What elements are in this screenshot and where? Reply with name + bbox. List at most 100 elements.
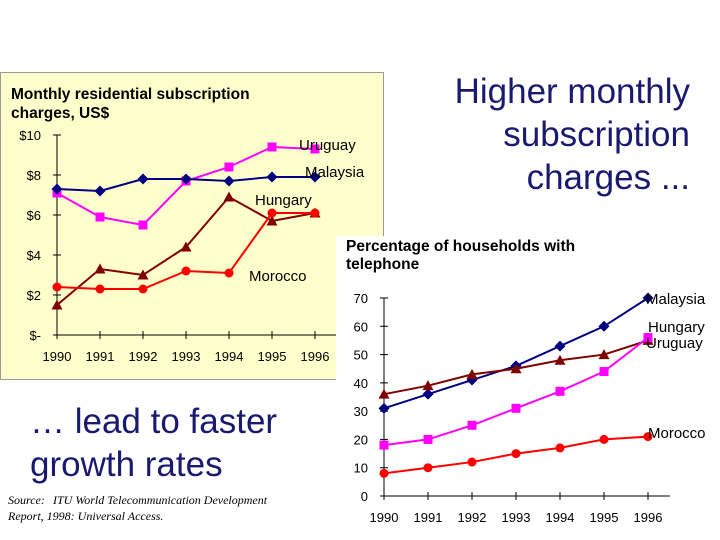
- x-tick-label: 1994: [215, 349, 244, 364]
- x-tick-label: 1992: [458, 510, 487, 525]
- data-point-malaysia: [598, 320, 610, 332]
- data-point-uruguay: [423, 434, 433, 444]
- series-label-malaysia: Malaysia: [305, 164, 365, 181]
- series-label-hungary: Hungary: [255, 192, 312, 209]
- y-tick-label: $10: [19, 128, 41, 143]
- x-tick-label: 1996: [634, 510, 663, 525]
- households-chart-panel: Percentage of households with telephone …: [336, 236, 720, 540]
- y-tick-label: 10: [354, 461, 368, 476]
- data-point-uruguay: [467, 420, 477, 430]
- data-point-uruguay: [643, 333, 653, 343]
- y-tick-label: 20: [354, 432, 368, 447]
- y-tick-label: 60: [354, 319, 368, 334]
- data-point-hungary: [180, 241, 192, 252]
- data-point-uruguay: [379, 440, 389, 450]
- data-point-morocco: [224, 268, 234, 278]
- data-point-malaysia: [554, 340, 566, 352]
- data-point-uruguay: [511, 403, 521, 413]
- x-tick-label: 1995: [590, 510, 619, 525]
- data-point-hungary: [51, 299, 63, 310]
- y-tick-label: 0: [361, 489, 368, 504]
- headline-line2: subscription: [503, 115, 690, 154]
- headline-line3: charges ...: [526, 158, 690, 197]
- y-tick-label: $-: [29, 328, 41, 343]
- series-label-hungary: Hungary: [648, 319, 705, 336]
- data-point-malaysia: [266, 171, 278, 183]
- y-tick-label: 50: [354, 348, 368, 363]
- lead-line2: growth rates: [30, 445, 223, 484]
- households-chart-title-line1: Percentage of households with: [346, 238, 576, 255]
- y-tick-label: 70: [354, 291, 368, 306]
- x-tick-label: 1993: [502, 510, 531, 525]
- data-point-hungary: [137, 269, 149, 280]
- x-tick-label: 1993: [172, 349, 201, 364]
- series-label-malaysia: Malaysia: [646, 291, 706, 308]
- data-point-malaysia: [94, 185, 106, 197]
- charges-chart-title-line1: Monthly residential subscription: [11, 86, 250, 103]
- data-point-morocco: [138, 284, 148, 294]
- data-point-morocco: [555, 443, 565, 453]
- y-tick-label: 40: [354, 376, 368, 391]
- data-point-hungary: [598, 349, 610, 360]
- x-tick-label: 1991: [414, 510, 443, 525]
- x-tick-label: 1990: [43, 349, 72, 364]
- y-tick-label: $8: [27, 168, 41, 183]
- data-point-malaysia: [378, 402, 390, 414]
- data-point-hungary: [266, 215, 278, 226]
- data-point-hungary: [466, 368, 478, 379]
- x-tick-label: 1991: [86, 349, 115, 364]
- y-tick-label: $4: [27, 248, 41, 263]
- data-point-hungary: [94, 263, 106, 274]
- data-point-uruguay: [138, 220, 148, 230]
- y-tick-label: $6: [27, 208, 41, 223]
- headline-line1: Higher monthly: [454, 72, 690, 111]
- data-point-hungary: [510, 363, 522, 374]
- data-point-morocco: [310, 208, 320, 218]
- data-point-morocco: [599, 434, 609, 444]
- data-point-malaysia: [309, 171, 321, 183]
- data-point-uruguay: [599, 367, 609, 377]
- lead-text: … lead to faster growth rates: [30, 400, 277, 486]
- charges-chart-svg: $10 $8 $6 $4 $2 $-1990 1991 1992 1993 1994 1995 199…: [19, 128, 365, 364]
- households-chart-title: Percentage of households with telephone: [346, 238, 646, 274]
- data-point-uruguay: [267, 142, 277, 152]
- data-point-hungary: [554, 354, 566, 365]
- data-point-hungary: [223, 191, 235, 202]
- source-text: ITU World Telecommunication Development …: [8, 493, 268, 523]
- x-tick-label: 1994: [546, 510, 575, 525]
- data-point-morocco: [511, 449, 521, 459]
- x-tick-label: 1996: [301, 349, 330, 364]
- data-point-morocco: [423, 463, 433, 473]
- data-point-malaysia: [137, 173, 149, 185]
- series-label-morocco: Morocco: [648, 425, 706, 442]
- data-point-malaysia: [223, 175, 235, 187]
- data-point-malaysia: [180, 173, 192, 185]
- series-label-uruguay: Uruguay: [646, 335, 703, 352]
- charges-chart-title: Monthly residential subscription charges…: [11, 85, 250, 123]
- data-point-malaysia: [642, 292, 654, 304]
- headline: Higher monthly subscription charges ...: [400, 70, 690, 199]
- data-point-hungary: [378, 388, 390, 399]
- source-note: Source: ITU World Telecommunication Deve…: [8, 492, 278, 524]
- y-tick-label: 30: [354, 404, 368, 419]
- data-point-morocco: [467, 457, 477, 467]
- source-label: Source:: [8, 493, 45, 507]
- data-point-hungary: [422, 380, 434, 391]
- data-point-malaysia: [422, 388, 434, 400]
- x-tick-label: 1995: [258, 349, 287, 364]
- data-point-morocco: [181, 266, 191, 276]
- data-point-morocco: [643, 432, 653, 442]
- data-point-uruguay: [95, 212, 105, 222]
- series-label-uruguay: Uruguay: [299, 137, 356, 154]
- data-point-uruguay: [555, 386, 565, 396]
- charges-chart-panel: Monthly residential subscription charges…: [0, 72, 384, 380]
- charges-chart-title-line2: charges, US$: [11, 105, 110, 122]
- data-point-uruguay: [224, 162, 234, 172]
- data-point-morocco: [95, 284, 105, 294]
- x-tick-label: 1992: [129, 349, 158, 364]
- data-point-morocco: [52, 282, 62, 292]
- households-chart-title-line2: telephone: [346, 256, 420, 273]
- x-tick-label: 1990: [370, 510, 399, 525]
- lead-line1: … lead to faster: [30, 402, 278, 441]
